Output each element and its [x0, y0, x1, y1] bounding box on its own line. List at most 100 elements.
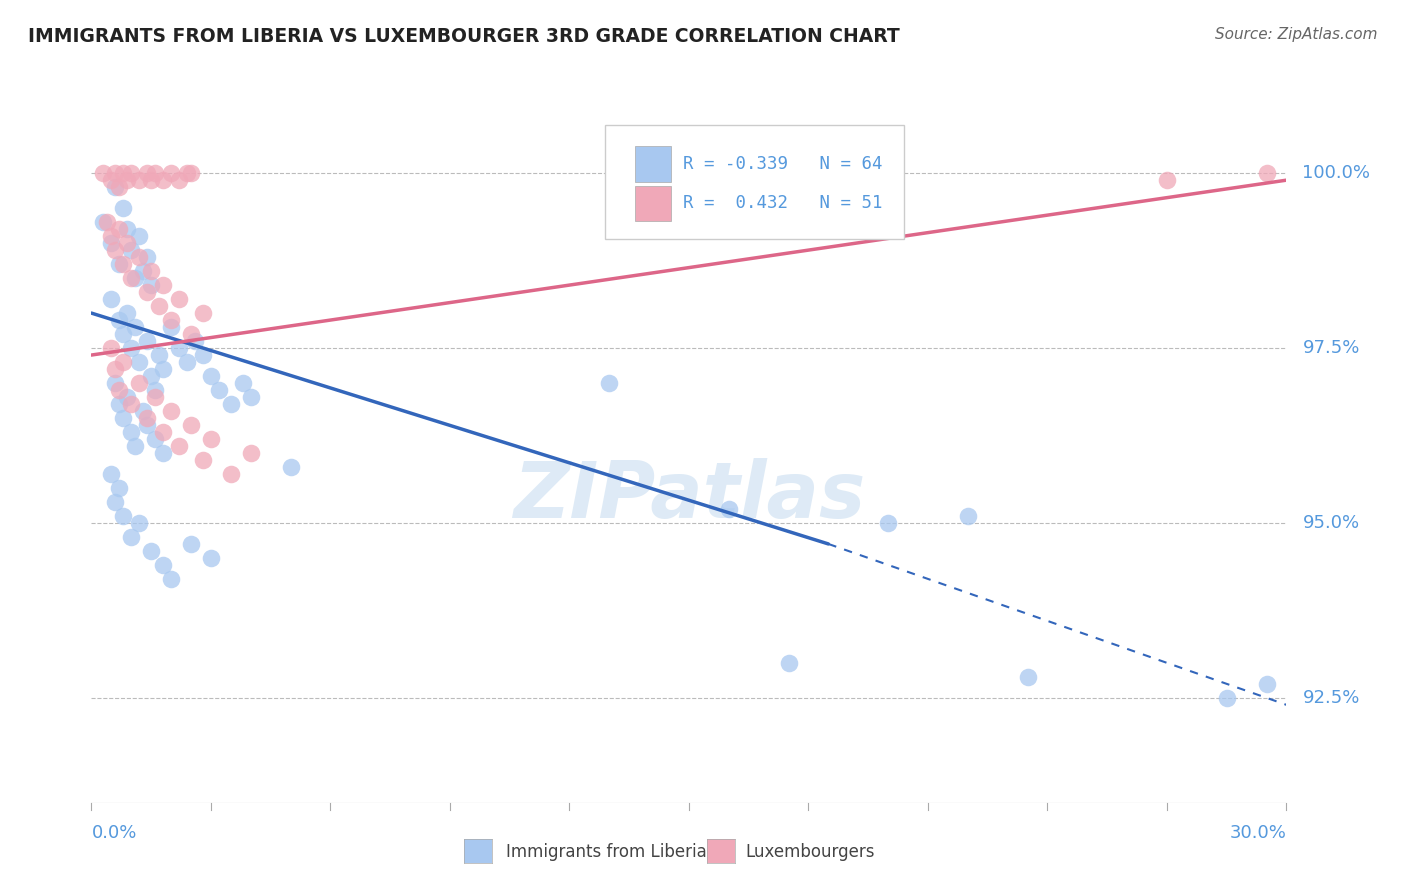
Point [120, 425, 142, 439]
Point [104, 495, 127, 509]
Point [141, 544, 162, 558]
Point [120, 530, 142, 544]
Point [108, 481, 131, 495]
Point [120, 341, 142, 355]
Point [120, 243, 142, 257]
Point [108, 313, 131, 327]
Point [152, 558, 174, 572]
Point [1215, 690, 1237, 705]
Point [280, 460, 302, 475]
Point [128, 516, 150, 530]
Point [112, 355, 135, 369]
Point [104, 376, 127, 390]
Point [152, 278, 174, 293]
Point [128, 376, 150, 390]
Point [136, 411, 159, 425]
Point [136, 417, 159, 432]
Point [180, 417, 202, 432]
Point [232, 376, 254, 390]
Point [152, 446, 174, 460]
FancyBboxPatch shape [605, 125, 904, 239]
Point [160, 320, 183, 334]
Point [108, 257, 131, 271]
Point [108, 397, 131, 411]
Point [136, 285, 159, 299]
Point [104, 180, 127, 194]
Point [104, 362, 127, 376]
Point [112, 411, 135, 425]
Point [160, 166, 183, 180]
Point [200, 550, 222, 565]
Point [136, 334, 159, 348]
Text: 95.0%: 95.0% [1302, 514, 1360, 532]
Point [120, 166, 142, 180]
Point [167, 173, 190, 187]
Point [100, 467, 122, 481]
FancyBboxPatch shape [636, 146, 671, 182]
Point [112, 201, 135, 215]
Point [219, 397, 242, 411]
Point [176, 355, 198, 369]
Point [132, 264, 155, 278]
Point [598, 376, 620, 390]
Point [141, 278, 162, 293]
Point [112, 166, 135, 180]
Point [136, 250, 159, 264]
Point [176, 166, 198, 180]
Point [219, 467, 242, 481]
Point [128, 173, 150, 187]
Point [141, 369, 162, 384]
Point [1315, 173, 1337, 187]
Text: ZIPatlas: ZIPatlas [513, 458, 865, 534]
Point [877, 516, 900, 530]
Text: Immigrants from Liberia: Immigrants from Liberia [506, 843, 707, 861]
Point [239, 446, 262, 460]
Point [115, 306, 138, 320]
Point [152, 362, 174, 376]
Point [104, 166, 127, 180]
Point [160, 313, 183, 327]
Point [124, 271, 146, 285]
Text: R = -0.339   N = 64: R = -0.339 N = 64 [683, 155, 883, 173]
Point [200, 369, 222, 384]
Text: 92.5%: 92.5% [1302, 689, 1360, 706]
Point [143, 432, 166, 446]
Point [239, 390, 262, 404]
Text: 100.0%: 100.0% [1302, 164, 1371, 182]
Point [115, 236, 138, 251]
Point [96, 215, 118, 229]
Point [778, 656, 800, 670]
Point [717, 502, 740, 516]
Point [112, 257, 135, 271]
Point [128, 229, 150, 244]
Text: Source: ZipAtlas.com: Source: ZipAtlas.com [1215, 27, 1378, 42]
Point [143, 166, 166, 180]
Point [148, 299, 170, 313]
Point [100, 173, 122, 187]
Point [120, 271, 142, 285]
Point [100, 236, 122, 251]
Point [152, 425, 174, 439]
Point [1256, 677, 1278, 691]
Point [160, 572, 183, 586]
Point [167, 341, 190, 355]
Text: IMMIGRANTS FROM LIBERIA VS LUXEMBOURGER 3RD GRADE CORRELATION CHART: IMMIGRANTS FROM LIBERIA VS LUXEMBOURGER … [28, 27, 900, 45]
Text: 97.5%: 97.5% [1302, 339, 1360, 357]
Point [141, 173, 162, 187]
Point [115, 222, 138, 236]
Point [191, 306, 214, 320]
Point [128, 355, 150, 369]
Point [115, 390, 138, 404]
Point [152, 173, 174, 187]
Point [180, 327, 202, 342]
Point [100, 292, 122, 306]
Point [112, 327, 135, 342]
Point [124, 320, 146, 334]
Point [115, 173, 138, 187]
Point [93, 166, 115, 180]
Point [120, 397, 142, 411]
Point [184, 334, 207, 348]
FancyBboxPatch shape [636, 186, 671, 221]
Point [160, 404, 183, 418]
Point [148, 348, 170, 362]
